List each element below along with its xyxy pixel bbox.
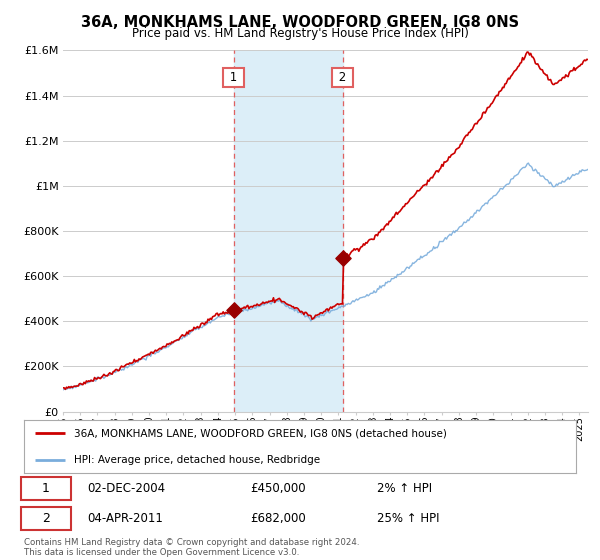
Text: 1: 1	[42, 482, 50, 495]
Text: 04-APR-2011: 04-APR-2011	[88, 512, 163, 525]
Bar	[234, 50, 343, 412]
Text: 2: 2	[335, 71, 350, 84]
Text: 02-DEC-2004: 02-DEC-2004	[88, 482, 166, 495]
Text: 36A, MONKHAMS LANE, WOODFORD GREEN, IG8 0NS: 36A, MONKHAMS LANE, WOODFORD GREEN, IG8 …	[81, 15, 519, 30]
Text: 2% ↑ HPI: 2% ↑ HPI	[377, 482, 433, 495]
Point	[229, 306, 239, 315]
Point	[338, 253, 347, 262]
Text: £682,000: £682,000	[250, 512, 306, 525]
Text: 1: 1	[226, 71, 241, 84]
FancyBboxPatch shape	[21, 507, 71, 530]
Text: Price paid vs. HM Land Registry's House Price Index (HPI): Price paid vs. HM Land Registry's House …	[131, 27, 469, 40]
Text: 25% ↑ HPI: 25% ↑ HPI	[377, 512, 440, 525]
FancyBboxPatch shape	[21, 477, 71, 500]
Text: £450,000: £450,000	[250, 482, 306, 495]
Text: 2: 2	[42, 512, 50, 525]
Text: 36A, MONKHAMS LANE, WOODFORD GREEN, IG8 0NS (detached house): 36A, MONKHAMS LANE, WOODFORD GREEN, IG8 …	[74, 428, 446, 438]
Text: Contains HM Land Registry data © Crown copyright and database right 2024.
This d: Contains HM Land Registry data © Crown c…	[24, 538, 359, 557]
Text: HPI: Average price, detached house, Redbridge: HPI: Average price, detached house, Redb…	[74, 455, 320, 465]
